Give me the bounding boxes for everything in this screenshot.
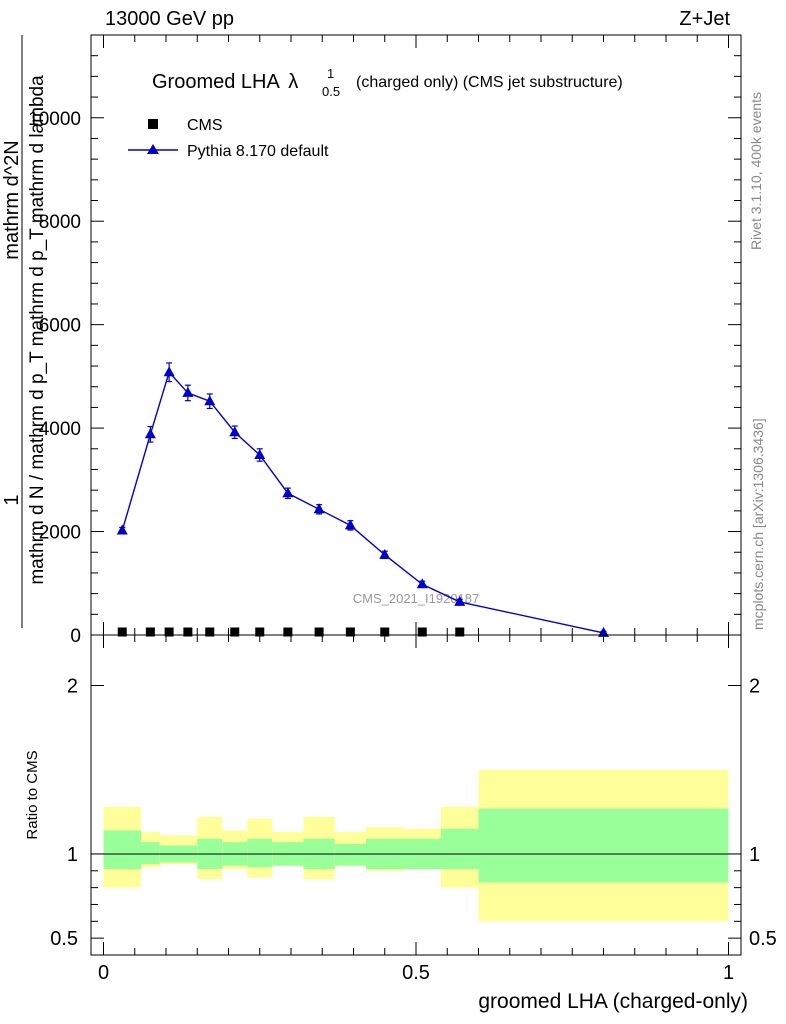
cms-point: [183, 627, 193, 637]
cms-point: [164, 627, 174, 637]
cms-series: [117, 627, 465, 637]
cms-point: [205, 627, 215, 637]
pythia-point: [204, 395, 216, 406]
ratio-y-tick-label-left: 0.5: [50, 928, 78, 950]
main-y-tick-label: 6000: [39, 316, 81, 337]
cms-point: [283, 627, 293, 637]
main-y-tick-label: 10000: [28, 109, 81, 130]
legend-cms-label: CMS: [187, 117, 223, 134]
legend-pythia-marker: [147, 144, 159, 154]
mcplots-label: mcplots.cern.ch [arXiv:1306.3436]: [750, 418, 766, 630]
ratio-inner-band: [334, 843, 366, 866]
ratio-x-ticks: 0 0.5 1: [98, 635, 734, 984]
header-process: Z+Jet: [679, 8, 730, 30]
cms-point: [145, 627, 155, 637]
pythia-point: [182, 386, 194, 397]
cms-point: [380, 627, 390, 637]
rivet-label: Rivet 3.1.10, 400k events: [748, 92, 764, 250]
ratio-y-tick-label-right: 1: [749, 844, 760, 866]
main-plot-panel: 0 2000 4000 6000 8000 10000 CMS_2021_I1920187…: [1, 34, 766, 647]
legend: CMS Pythia 8.170 default: [128, 117, 329, 160]
ratio-inner-band: [103, 830, 141, 870]
cms-point: [417, 627, 427, 637]
pythia-series: [116, 362, 609, 637]
cms-point: [230, 627, 240, 637]
x-tick-label: 1: [723, 962, 734, 984]
x-axis-label: groomed LHA (charged-only): [478, 990, 748, 1013]
chart-title-subscript: 0.5: [322, 84, 340, 99]
pythia-point: [454, 595, 466, 606]
watermark: CMS_2021_I1920187: [353, 591, 480, 606]
y-label-top: mathrm d^2N: [1, 140, 23, 259]
main-y-tick-label: 8000: [39, 212, 81, 233]
pythia-point: [313, 503, 325, 514]
ratio-y-label: Ratio to CMS: [24, 750, 41, 839]
x-tick-label: 0: [98, 962, 109, 984]
main-y-tick-label: 4000: [39, 419, 81, 440]
pythia-point: [282, 487, 294, 498]
pythia-point: [144, 428, 156, 439]
y-label-bottom: mathrm d N / mathrm d p_T mathrm d p_T m…: [27, 75, 48, 585]
legend-pythia-label: Pythia 8.170 default: [187, 143, 329, 160]
x-tick-label: 0.5: [402, 962, 430, 984]
ratio-y-tick-label-right: 0.5: [749, 928, 777, 950]
chart-title-superscript: 1: [327, 66, 334, 81]
main-y-tick-label: 2000: [39, 523, 81, 544]
ratio-y-ticks: 0.5 0.5 1 1 2 2: [50, 676, 777, 951]
ratio-inner-band: [441, 828, 479, 870]
ratio-bands: [103, 769, 729, 922]
chart-title: Groomed LHA λ: [152, 71, 298, 93]
chart-title-text: Groomed LHA: [152, 71, 280, 93]
pythia-point: [163, 366, 175, 377]
main-x-ticks: [103, 35, 729, 635]
main-y-ticks: 0 2000 4000 6000 8000 10000: [28, 34, 741, 647]
pythia-point: [598, 626, 609, 637]
cms-point: [455, 627, 465, 637]
legend-cms-marker: [148, 119, 158, 129]
chart-subtitle: (charged only) (CMS jet substructure): [356, 74, 623, 91]
main-y-tick-label: 0: [70, 626, 81, 647]
pythia-point: [379, 548, 391, 559]
pythia-point: [344, 519, 356, 530]
pythia-point: [254, 449, 266, 459]
header-energy: 13000 GeV pp: [105, 8, 234, 30]
ratio-y-tick-label-right: 2: [749, 676, 760, 698]
pythia-point: [229, 426, 241, 437]
pythia-point: [416, 578, 428, 589]
ratio-inner-band: [478, 808, 729, 883]
cms-point: [255, 627, 265, 637]
cms-point: [117, 627, 127, 637]
pythia-point: [116, 524, 128, 535]
ratio-plot-panel: 0.5 0.51 12 2 0 0.5 1 Ratio to CMS groomed LH…: [24, 634, 777, 1013]
ratio-inner-band: [141, 842, 160, 865]
cms-point: [345, 627, 355, 637]
ratio-y-tick-label-left: 1: [67, 844, 78, 866]
chart-title-symbol: λ: [288, 71, 298, 93]
ratio-inner-band: [247, 838, 273, 868]
cms-point: [314, 627, 324, 637]
y-label-prefactor: 1: [1, 494, 23, 505]
ratio-y-tick-label-left: 2: [67, 676, 78, 698]
